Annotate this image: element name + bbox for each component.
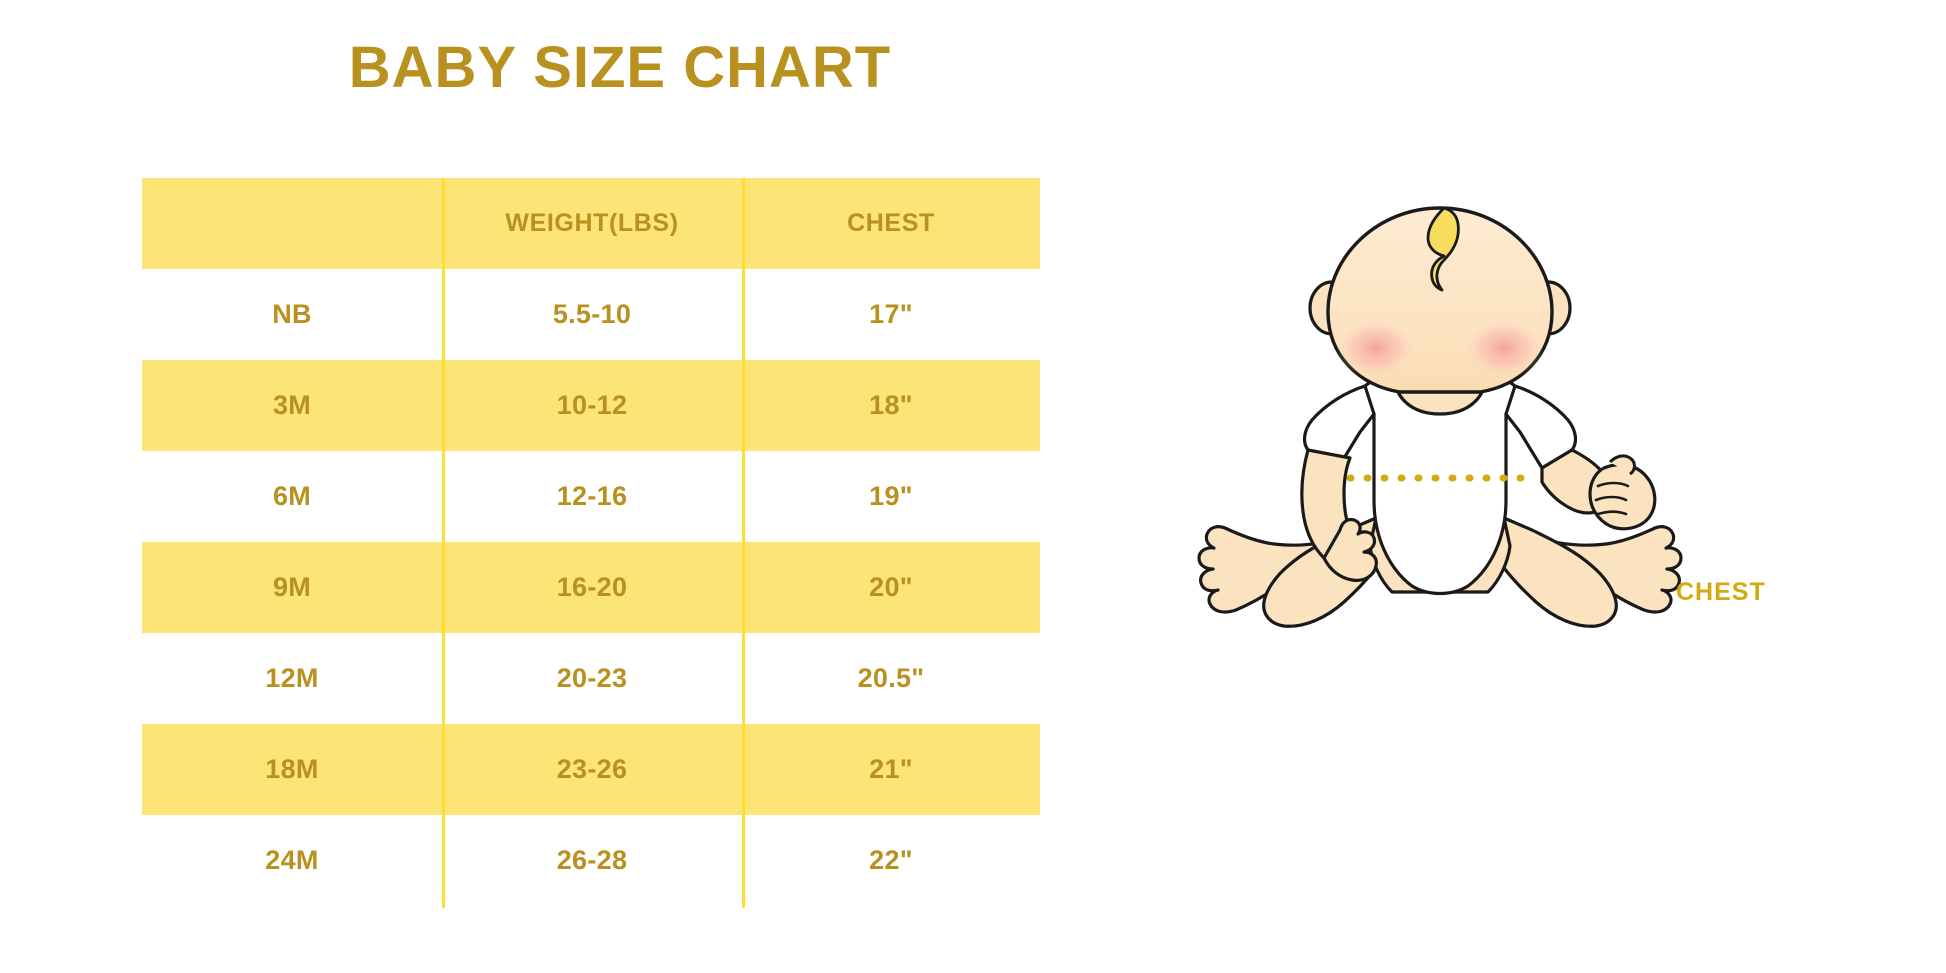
cell-size: 9M [272, 572, 312, 602]
cell-weight: 26-28 [556, 845, 628, 875]
hair-curl-icon [1426, 206, 1460, 292]
table-row: NB 5.5-10 17" [142, 269, 1040, 360]
cell-size: 24M [265, 845, 319, 875]
cell-chest: 20.5" [857, 663, 925, 693]
cell-chest: 22" [869, 845, 913, 875]
cell-size: 6M [272, 481, 312, 511]
table-row: 12M 20-23 20.5" [142, 633, 1040, 724]
cell-weight: 5.5-10 [552, 299, 632, 329]
column-divider-2 [742, 178, 745, 908]
header-cell-weight: WEIGHT(LBS) [505, 209, 679, 237]
cell-chest: 21" [869, 754, 913, 784]
chest-annotation-label: CHEST [1676, 578, 1766, 606]
cell-chest: 18" [869, 390, 913, 420]
baby-figure-svg [1197, 206, 1683, 628]
table-row: 9M 16-20 20" [142, 542, 1040, 633]
left-arm [1300, 448, 1378, 582]
cell-weight: 10-12 [556, 390, 628, 420]
table-row: 24M 26-28 22" [142, 815, 1040, 906]
baby-illustration [1180, 200, 1700, 680]
cell-weight: 16-20 [556, 572, 628, 602]
column-divider-1 [442, 178, 445, 908]
cell-weight: 23-26 [556, 754, 628, 784]
header-cell-chest: CHEST [847, 209, 935, 237]
knuckle-line-3 [1596, 510, 1628, 516]
cell-weight: 20-23 [556, 663, 628, 693]
right-thumb [1608, 454, 1636, 476]
knuckle-line-1 [1596, 481, 1630, 488]
cell-chest: 19" [869, 481, 913, 511]
page-title: BABY SIZE CHART [348, 35, 892, 100]
cell-chest: 17" [869, 299, 913, 329]
table-row: 6M 12-16 19" [142, 451, 1040, 542]
cell-chest: 20" [869, 572, 913, 602]
right-arm [1540, 448, 1657, 531]
cell-size: NB [272, 299, 312, 329]
cell-weight: 12-16 [556, 481, 628, 511]
cell-size: 12M [265, 663, 319, 693]
table-header-row: WEIGHT(LBS) CHEST [142, 178, 1040, 269]
knuckle-line-2 [1594, 495, 1628, 502]
right-shin [1484, 516, 1618, 628]
cell-size: 18M [265, 754, 319, 784]
left-hand [1322, 517, 1378, 582]
right-blush [1464, 318, 1544, 378]
cell-size: 3M [272, 390, 312, 420]
left-blush [1336, 318, 1416, 378]
size-table: WEIGHT(LBS) CHEST NB 5.5-10 17" 3M 10-12… [142, 178, 1040, 908]
right-fist [1588, 463, 1657, 531]
table-row: 18M 23-26 21" [142, 724, 1040, 815]
table-row: 3M 10-12 18" [142, 360, 1040, 451]
